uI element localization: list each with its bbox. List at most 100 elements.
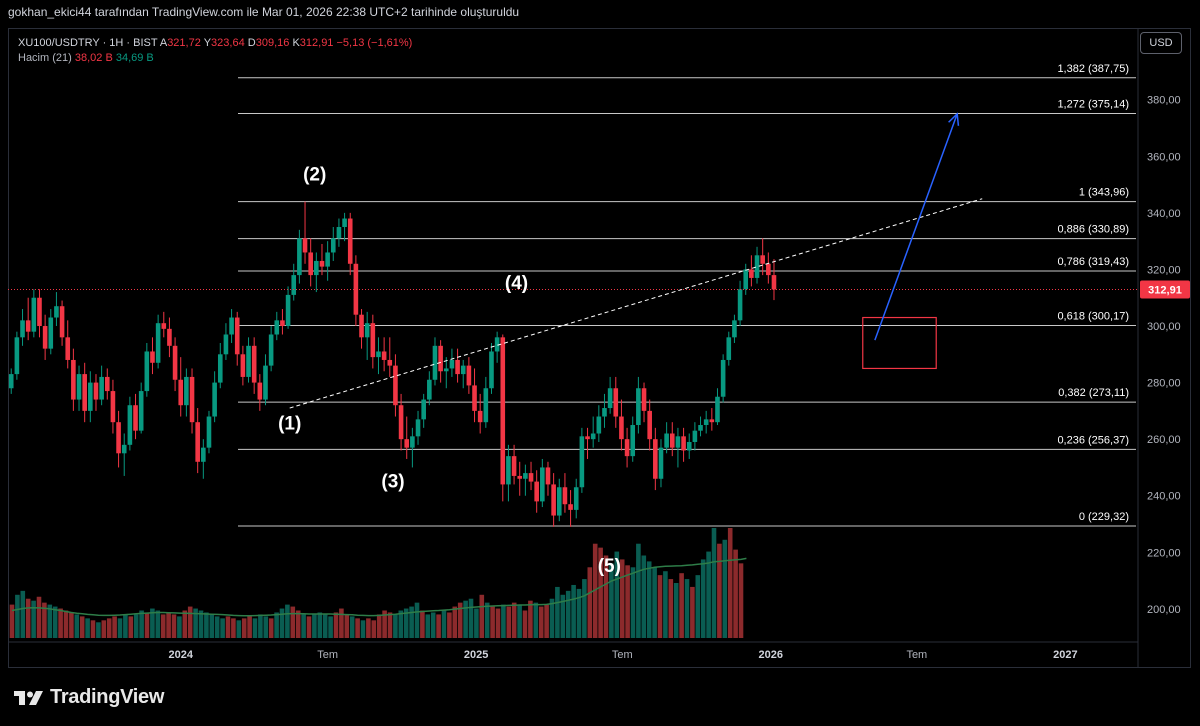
volume-bar (31, 600, 36, 638)
candle-body (37, 297, 42, 327)
candle-body (398, 405, 404, 440)
candle-body (754, 255, 760, 278)
volume-bar (258, 614, 263, 638)
candle-body (562, 487, 568, 505)
candle-body (234, 317, 240, 355)
candle-body (319, 260, 325, 267)
candle-body (720, 359, 726, 397)
volume-bar (646, 561, 652, 638)
candle-body (251, 345, 257, 383)
volume-bar (150, 608, 155, 638)
candle-body (195, 422, 200, 462)
volume-bar (425, 614, 431, 638)
candle-body (370, 323, 376, 358)
volume-bar (387, 612, 393, 638)
symbol-label[interactable]: XU100/USDTRY · 1H · BIST (18, 37, 158, 49)
target-box (862, 316, 937, 370)
volume-bar (533, 602, 539, 638)
candle-body (138, 391, 144, 431)
volume-bar (576, 588, 582, 638)
candle-body (285, 294, 291, 327)
volume-bar (565, 590, 571, 638)
candle-body (489, 351, 494, 389)
candle-body (302, 238, 308, 253)
last-price-tag (1140, 280, 1190, 299)
volume-bar (560, 594, 566, 638)
volume-bar (20, 590, 26, 638)
volume-bar (96, 622, 101, 638)
volume-bar (517, 604, 522, 638)
candle-body (246, 345, 251, 377)
volume-bar (479, 594, 485, 638)
candle-body (325, 252, 330, 267)
candle-body (387, 359, 393, 366)
volume-bar (506, 606, 512, 638)
candle-body (568, 504, 573, 510)
volume-bar (603, 555, 609, 638)
volume-bar (225, 616, 231, 638)
volume-bar (193, 608, 198, 638)
volume-bar (625, 565, 630, 638)
candle-body (133, 405, 138, 431)
volume-bar (312, 614, 317, 638)
volume-ma-value: 34,69 B (115, 52, 154, 64)
candle-body (692, 430, 698, 442)
volume-bar (236, 620, 242, 638)
volume-bar (74, 614, 80, 638)
volume-bar (52, 606, 58, 638)
candle-body (110, 391, 116, 423)
candle-body (257, 382, 263, 400)
volume-bar (220, 618, 225, 638)
volume-bar (58, 608, 63, 638)
volume-bar (376, 614, 382, 638)
candle-body (703, 419, 709, 426)
candle-body (438, 345, 443, 372)
candle-body (31, 297, 37, 332)
x-axis-tick-label: 2027 (1053, 649, 1077, 661)
volume-bar (366, 618, 371, 638)
volume-bar (69, 612, 74, 638)
volume-bar (187, 606, 193, 638)
volume-bar (214, 616, 220, 638)
candle-body (681, 436, 686, 451)
volume-bar (79, 616, 85, 638)
candle-body (760, 255, 765, 264)
volume-bar (571, 584, 576, 638)
y-axis-tick-label: 320,00 (1147, 264, 1181, 276)
candle-body (201, 447, 206, 462)
volume-bar (549, 598, 555, 638)
candle-body (443, 368, 449, 372)
y-axis-tick-label: 300,00 (1147, 321, 1181, 333)
candle-body (545, 467, 551, 485)
fib-level-label: 0,618 (300,17) (1057, 311, 1129, 323)
volume-bar (403, 608, 409, 638)
candle-body (506, 456, 511, 485)
candle-body (206, 416, 212, 448)
volume-label[interactable]: Hacim (21) (18, 52, 72, 64)
volume-bar (528, 600, 533, 638)
candle-body (658, 447, 664, 479)
volume-bar (339, 608, 344, 638)
y-axis-tick-label: 340,00 (1147, 208, 1181, 220)
wave-label: (1) (278, 413, 301, 434)
tradingview-brand[interactable]: TradingView (14, 686, 164, 709)
volume-bar (717, 543, 722, 638)
candle-body (624, 439, 630, 457)
candle-body (99, 376, 104, 400)
volume-bar (441, 610, 447, 638)
volume-bar (684, 579, 690, 638)
fib-level-label: 0,382 (273,11) (1058, 387, 1129, 399)
volume-bar (85, 618, 90, 638)
candle-body (613, 388, 619, 417)
candle-body (472, 385, 477, 411)
candle-body (766, 263, 771, 276)
x-axis-tick-label: Tem (612, 649, 633, 661)
volume-bar (414, 602, 420, 638)
volume-bar (322, 614, 328, 638)
volume-bar (733, 549, 738, 638)
volume-bar (474, 608, 479, 638)
currency-button[interactable]: USD (1140, 32, 1182, 54)
volume-bar (722, 539, 728, 638)
volume-bar (63, 610, 69, 638)
